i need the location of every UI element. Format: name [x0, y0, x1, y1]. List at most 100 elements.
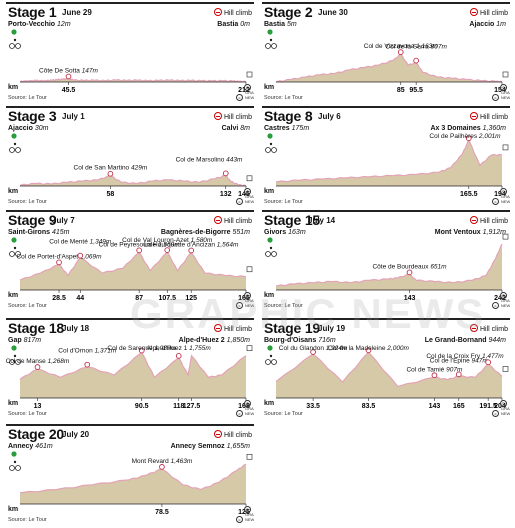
hill-climb-legend: Hill climb	[470, 8, 508, 17]
copyright-icon: c	[492, 410, 499, 417]
panel-header: Stage 9 July 7 Hill climb	[8, 212, 252, 229]
start-flag-icon	[267, 133, 273, 139]
panel-header: Stage 15 July 14 Hill climb	[264, 212, 508, 229]
x-tick-label: 165	[453, 403, 465, 410]
copyright-icon: c	[236, 410, 243, 417]
panel-header: Stage 19 July 19 Hill climb	[264, 320, 508, 337]
cyclist-icon	[9, 246, 21, 257]
source-note: Source: Le Tour	[8, 199, 47, 205]
x-tick-label: 90.5	[135, 403, 149, 410]
profile-area	[276, 352, 502, 398]
credit: c© GRAPHIC NEWS	[492, 292, 510, 309]
finish-location: Calvi 8m	[221, 125, 250, 132]
finish-flag-icon	[502, 366, 509, 372]
credit: c© GRAPHIC NEWS	[492, 400, 510, 417]
climb-label: Col de Menté 1,349m	[49, 239, 112, 246]
climb-label: Col de Manse 1,268m	[6, 358, 70, 365]
source-note: Source: Le Tour	[8, 95, 47, 101]
stage-panel: Col de Vizzavona 1,163m Col de la Serra 8…	[262, 2, 510, 102]
finish-location: Bagnères-de-Bigorre 551m	[160, 229, 250, 236]
km-label: km	[264, 400, 275, 407]
stage-title: Stage 19	[264, 320, 320, 336]
climb-label: Col de la Croix Fry 1,477m	[426, 353, 504, 360]
x-tick-label: 13	[34, 403, 42, 410]
climb-marker	[175, 353, 182, 359]
stage-date: July 1	[62, 112, 85, 121]
watermark: GRAPHIC NEWS	[130, 290, 486, 337]
credit: c© GRAPHIC NEWS	[236, 84, 254, 101]
climb-marker	[397, 49, 404, 55]
hill-climb-legend: Hill climb	[214, 216, 252, 225]
stage-date: June 29	[62, 8, 92, 17]
credit: c© GRAPHIC NEWS	[236, 506, 254, 523]
profile-area	[276, 244, 502, 290]
hill-climb-label: Hill climb	[480, 326, 508, 333]
stage-title: Stage 15	[264, 212, 320, 228]
stage-title: Stage 8	[264, 108, 313, 124]
climb-marker	[164, 247, 171, 253]
x-tick-label: 87	[135, 295, 143, 302]
climb-marker	[455, 371, 462, 378]
credit: c© GRAPHIC NEWS	[492, 84, 510, 101]
hill-climb-icon	[214, 430, 222, 438]
hill-climb-icon	[214, 112, 222, 120]
hill-climb-icon	[214, 324, 222, 332]
cyclist-icon	[9, 38, 21, 49]
finish-flag-icon	[502, 71, 509, 78]
stage-title: Stage 20	[8, 426, 64, 442]
stage-title: Stage 9	[8, 212, 57, 228]
panel-header: Stage 8 July 6 Hill climb	[264, 108, 508, 125]
climb-label: Côte De Sotta 147m	[39, 67, 98, 74]
hill-climb-legend: Hill climb	[214, 112, 252, 121]
start-flag-icon	[11, 29, 17, 35]
climb-label: Col du Glandon 1,924m	[279, 345, 348, 352]
start-flag-icon	[267, 237, 273, 243]
panel-header: Stage 18 July 18 Hill climb	[8, 320, 252, 337]
hill-climb-legend: Hill climb	[470, 324, 508, 333]
finish-flag-icon	[246, 175, 253, 182]
x-tick-label: 191.5	[479, 403, 497, 410]
start-location: Saint-Girons 415m	[8, 229, 70, 236]
stage-panel: Col de Manse 1,268m Col d'Ornon 1,371m Col…	[6, 318, 254, 418]
climb-label: Mont Revard 1,463m	[132, 458, 193, 465]
finish-location: Mont Ventoux 1,912m	[434, 229, 506, 236]
profile-line	[275, 139, 503, 183]
hill-climb-legend: Hill climb	[470, 216, 508, 225]
start-location: Annecy 461m	[8, 443, 53, 450]
x-tick-label: 45.5	[62, 87, 76, 94]
stage-panel: Mont Revard 1,463m 78.5 125 Stage 20 July …	[6, 424, 254, 524]
x-tick-label: 165	[238, 295, 250, 302]
climb-marker	[365, 347, 372, 354]
climb-label: Col de Sarenne 1,989m	[107, 345, 176, 352]
profile-line	[275, 243, 503, 287]
hill-climb-icon	[470, 8, 478, 16]
stage-panel: Col de San Martino 429m Col de Marsolino …	[6, 106, 254, 206]
credit: c© GRAPHIC NEWS	[236, 188, 254, 205]
profile-area	[276, 54, 502, 82]
hill-climb-icon	[470, 112, 478, 120]
profile-line	[19, 351, 247, 380]
cyclist-icon	[265, 142, 277, 153]
hill-climb-label: Hill climb	[480, 10, 508, 17]
hill-climb-legend: Hill climb	[214, 8, 252, 17]
profile-area	[20, 464, 246, 504]
source-note: Source: Le Tour	[264, 95, 303, 101]
source-note: Source: Le Tour	[8, 303, 47, 309]
start-flag-icon	[11, 133, 17, 139]
finish-flag-icon	[502, 144, 509, 151]
hill-climb-label: Hill climb	[224, 218, 252, 225]
stage-title: Stage 3	[8, 108, 57, 124]
stage-panel: Col de Pailhères 2,001m 165.5 194 Stage 8 …	[262, 106, 510, 206]
stage-date: June 30	[318, 8, 348, 17]
hill-climb-legend: Hill climb	[470, 112, 508, 121]
climb-marker	[84, 361, 91, 368]
profile-area	[20, 77, 246, 82]
climb-label: Col de l'Epine 947m	[430, 357, 489, 364]
finish-location: Ajaccio 1m	[469, 21, 506, 28]
x-tick-label: 165.5	[460, 191, 478, 198]
hill-climb-label: Hill climb	[224, 432, 252, 439]
x-tick-label: 118	[173, 403, 184, 410]
